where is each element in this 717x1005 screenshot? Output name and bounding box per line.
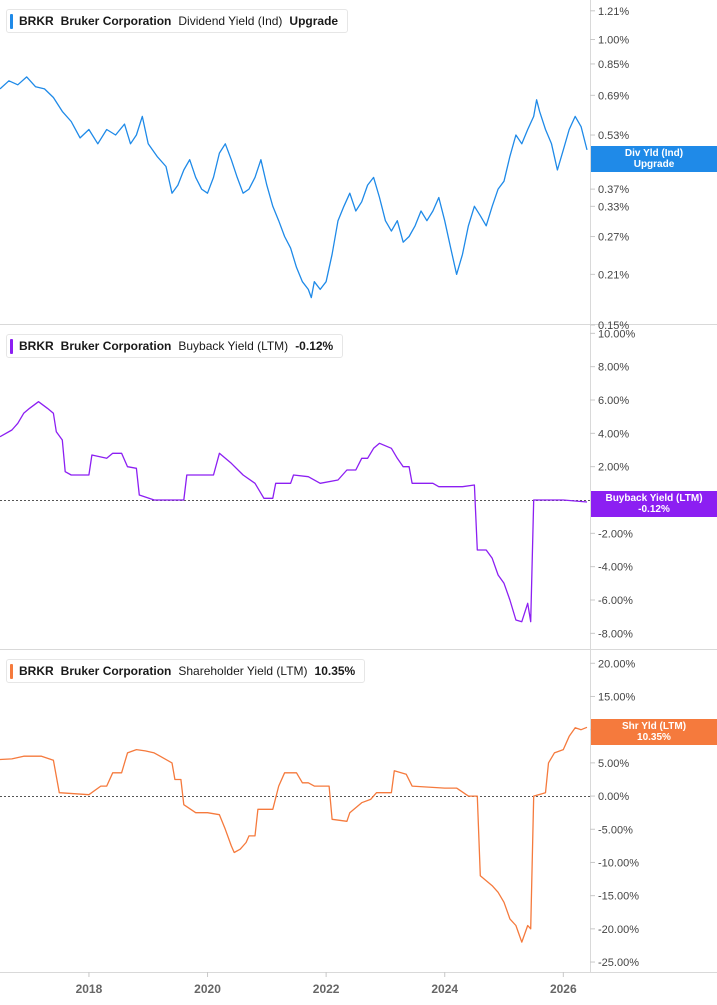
badge-buyback-yield: Buyback Yield (LTM) -0.12% (591, 491, 717, 517)
legend-value: 10.35% (314, 664, 356, 678)
y-tick-label: -8.00% (598, 628, 633, 640)
legend-shareholder-yield: BRKR Bruker Corporation Shareholder Yiel… (6, 659, 366, 683)
y-tick-label: -25.00% (598, 957, 639, 969)
legend-company: Bruker Corporation (60, 14, 172, 28)
x-tick-label: 2026 (550, 982, 577, 996)
badge-value: -0.12% (638, 504, 670, 515)
y-tick-label: 10.00% (598, 328, 636, 340)
legend-metric: Shareholder Yield (LTM) (178, 664, 308, 678)
badge-value: Upgrade (633, 159, 675, 170)
x-tick-label: 2022 (313, 982, 340, 996)
y-tick-label: 0.21% (598, 269, 629, 281)
y-tick-label: -10.00% (598, 857, 639, 869)
legend-buyback-yield: BRKR Bruker Corporation Buyback Yield (L… (6, 334, 344, 358)
series-line-shareholder (0, 726, 588, 943)
badge-shareholder-yield: Shr Yld (LTM) 10.35% (591, 719, 717, 745)
legend-value[interactable]: Upgrade (289, 14, 339, 28)
y-tick-label: 4.00% (598, 428, 629, 440)
y-tick-label: 6.00% (598, 395, 629, 407)
legend-color-swatch (10, 14, 13, 29)
y-tick-label: 1.21% (598, 6, 629, 18)
y-tick-label: -20.00% (598, 924, 639, 936)
y-tick-label: 0.53% (598, 130, 629, 142)
x-tick-label: 2024 (431, 982, 458, 996)
y-tick-label: -5.00% (598, 824, 633, 836)
y-tick-label: 0.85% (598, 59, 629, 71)
y-tick-label: 0.15% (598, 320, 629, 332)
legend-company: Bruker Corporation (60, 664, 172, 678)
legend-color-swatch (10, 339, 13, 354)
badge-dividend-yield: Div Yld (Ind) Upgrade (591, 146, 717, 172)
legend-value: -0.12% (295, 339, 334, 353)
y-tick-label: -6.00% (598, 595, 633, 607)
x-tick-label: 2018 (76, 982, 103, 996)
legend-ticker: BRKR (19, 14, 54, 28)
series-line-buyback (0, 401, 588, 623)
y-tick-label: -15.00% (598, 891, 639, 903)
frame-layer (0, 0, 717, 973)
x-tick-label: 2020 (194, 982, 221, 996)
y-tick-label: 0.27% (598, 232, 629, 244)
y-tick-label: 0.33% (598, 201, 629, 213)
legend-metric: Buyback Yield (LTM) (178, 339, 289, 353)
y-tick-label: -2.00% (598, 528, 633, 540)
y-tick-label: 2.00% (598, 462, 629, 474)
series-layer (0, 76, 588, 943)
badge-label: Buyback Yield (LTM) (605, 493, 703, 504)
y-tick-label: 5.00% (598, 758, 629, 770)
badge-label: Div Yld (Ind) (624, 148, 684, 159)
tick-layer: 1.21% 1.00% 0.85% 0.69% 0.53% 0.37% 0.33% 0.27%… (76, 6, 640, 996)
badge-label: Shr Yld (LTM) (621, 721, 687, 732)
y-tick-label: 1.00% (598, 34, 629, 46)
y-tick-label: 0.69% (598, 90, 629, 102)
legend-company: Bruker Corporation (60, 339, 172, 353)
y-tick-label: -4.00% (598, 562, 633, 574)
legend-ticker: BRKR (19, 339, 54, 353)
y-tick-label: 0.00% (598, 791, 629, 803)
legend-ticker: BRKR (19, 664, 54, 678)
legend-dividend-yield: BRKR Bruker Corporation Dividend Yield (… (6, 9, 349, 33)
series-line-div (0, 76, 588, 299)
legend-metric: Dividend Yield (Ind) (178, 14, 283, 28)
badge-value: 10.35% (637, 732, 671, 743)
y-tick-label: 8.00% (598, 362, 629, 374)
y-tick-label: 15.00% (598, 691, 636, 703)
legend-color-swatch (10, 664, 13, 679)
y-tick-label: 20.00% (598, 658, 636, 670)
y-tick-label: 0.37% (598, 184, 629, 196)
